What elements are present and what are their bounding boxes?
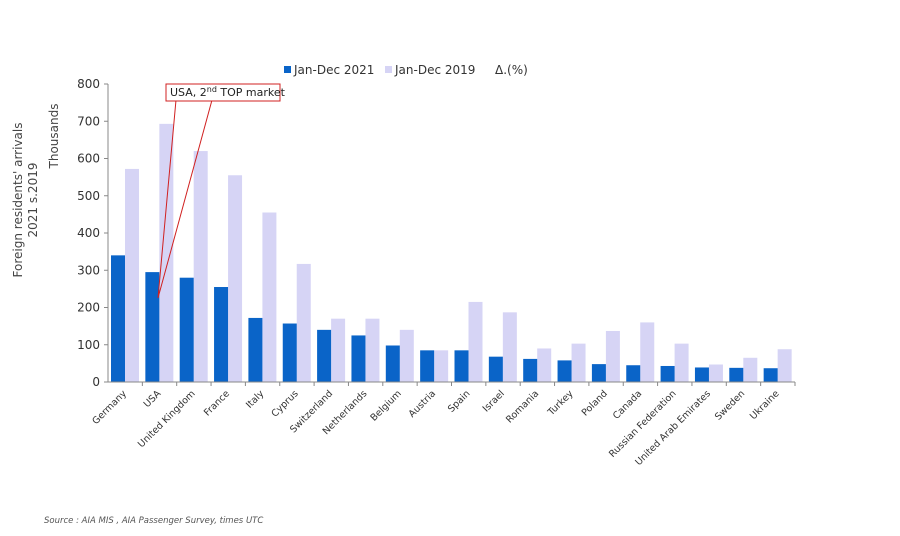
bar-2021	[179, 277, 194, 382]
legend-label-2021: Jan-Dec 2021	[293, 63, 374, 77]
y-axis-title: Thousands	[47, 104, 61, 170]
y-tick-label: 500	[77, 189, 100, 203]
x-tick-label: Austria	[407, 388, 439, 420]
bar-2019	[743, 357, 758, 382]
bar-2021	[729, 367, 744, 382]
x-tick-label: Romania	[504, 388, 541, 425]
bar-2019	[502, 312, 517, 382]
bar-2019	[365, 318, 380, 382]
x-tick-label: France	[202, 388, 232, 418]
bar-2019	[262, 212, 277, 382]
bar-2019	[674, 343, 689, 382]
bar-2019	[331, 318, 346, 382]
side-title-line1: Foreign residents' arrivals	[11, 123, 25, 278]
x-tick-label: Germany	[90, 388, 129, 427]
x-tick-label: Belgium	[368, 388, 403, 423]
bar-2019	[228, 175, 243, 382]
bar-2021	[454, 350, 469, 382]
bar-2019	[159, 123, 174, 383]
x-tick-label: Ukraine	[748, 388, 782, 422]
bar-2021	[282, 323, 297, 382]
x-tick-label: Spain	[446, 388, 473, 415]
bar-2019	[125, 168, 139, 382]
side-title-line2: 2021 s.2019	[26, 163, 40, 238]
callout-text: USA, 2nd TOP market	[170, 85, 286, 99]
y-tick-label: 400	[77, 226, 100, 240]
y-tick-label: 700	[77, 114, 100, 128]
source-note: Source : AIA MIS , AIA Passenger Survey,…	[44, 516, 264, 526]
callout-box	[165, 83, 281, 102]
bar-2019	[193, 151, 208, 382]
bar-2021	[694, 367, 709, 382]
legend-label-2019: Jan-Dec 2019	[394, 63, 475, 77]
legend-label-delta: Δ.(%)	[495, 63, 528, 77]
y-tick-label: 800	[77, 77, 100, 91]
bar-2021	[111, 255, 125, 382]
series-2019-bars	[125, 123, 792, 383]
bar-2021	[145, 272, 160, 382]
x-tick-label: Israel	[481, 388, 507, 414]
bar-2021	[591, 364, 606, 382]
bar-2019	[777, 349, 792, 382]
x-tick-label: Poland	[580, 388, 610, 418]
bar-2019	[605, 330, 620, 382]
x-tick-label: Sweden	[713, 388, 747, 422]
bar-2019	[468, 301, 483, 382]
bar-2019	[537, 348, 552, 382]
bar-2021	[523, 358, 538, 382]
y-tick-label: 600	[77, 152, 100, 166]
bar-2021	[214, 287, 229, 382]
legend: Jan-Dec 2021 Jan-Dec 2019 Δ.(%)	[284, 63, 528, 77]
bar-2021	[248, 317, 263, 382]
bar-2019	[399, 329, 414, 382]
y-tick-label: 100	[77, 338, 100, 352]
y-tick-label: 0	[92, 375, 100, 389]
bar-2021	[488, 356, 503, 382]
annotation-callout: USA, 2nd TOP market	[157, 83, 286, 299]
bar-2019	[640, 322, 655, 382]
legend-swatch-2021	[284, 66, 291, 73]
bar-2021	[626, 365, 641, 382]
bar-2021	[317, 329, 332, 382]
x-tick-label: Russian Federation	[607, 388, 679, 460]
bar-2019	[708, 364, 723, 382]
x-tick-label: USA	[142, 388, 164, 410]
bar-2021	[420, 350, 435, 382]
bar-2021	[557, 360, 572, 382]
x-tick-label: Canada	[611, 388, 644, 421]
bar-2019	[571, 343, 586, 382]
legend-swatch-2019	[385, 66, 392, 73]
bar-2021	[351, 335, 366, 382]
y-tick-label: 200	[77, 301, 100, 315]
x-tick-label: Italy	[244, 388, 267, 411]
bar-2021	[763, 368, 778, 382]
bar-2019	[296, 263, 311, 382]
y-axis-ticks: 0 100 200 300 400 500 600 700 800	[77, 77, 108, 389]
series-2021-bars	[111, 255, 778, 382]
bar-2021	[385, 345, 400, 382]
bar-2021	[660, 365, 675, 382]
y-tick-label: 300	[77, 263, 100, 277]
bar-2019	[434, 350, 449, 382]
x-tick-label: Turkey	[545, 388, 576, 419]
x-tick-label: Cyprus	[270, 388, 301, 419]
